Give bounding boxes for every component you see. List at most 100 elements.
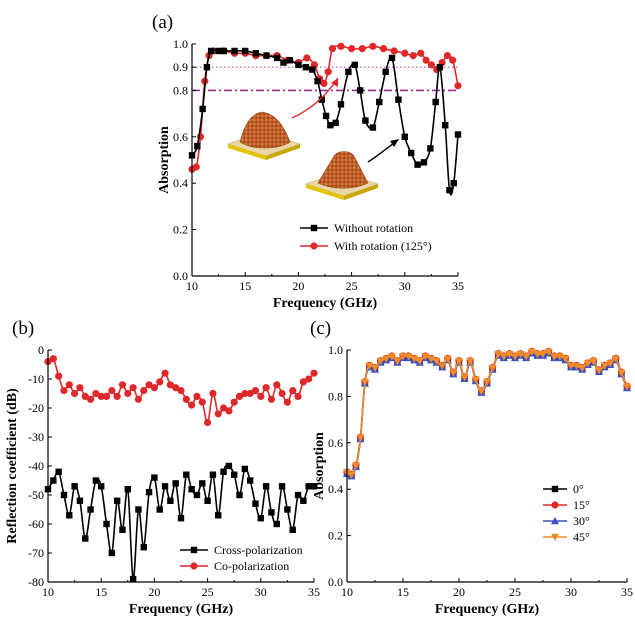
data-point [151,474,158,481]
data-point [332,119,339,127]
data-point [108,549,116,557]
data-point [337,101,345,108]
legend-marker [310,224,318,232]
data-point [203,64,211,71]
data-point [611,355,620,363]
data-point [280,59,287,66]
data-point [231,47,238,55]
data-point [246,389,254,398]
data-point [404,353,413,361]
data-point [466,357,475,366]
data-point [356,434,365,442]
data-point [483,378,491,387]
data-point [263,52,270,59]
data-point [409,52,417,60]
data-point [140,387,148,395]
data-point [76,497,84,504]
y-tick-label: 0.8 [173,83,188,97]
data-point [81,392,89,400]
data-point [66,512,73,519]
substrate-side [344,184,378,200]
data-point [362,117,369,124]
series-Without rotation [188,47,462,196]
data-point [236,491,243,499]
data-point [454,131,462,138]
data-point [113,497,121,504]
data-point [242,47,249,55]
data-point [324,68,332,76]
data-point [417,49,425,57]
data-point [442,122,449,129]
y-tick-label: 1.0 [173,37,188,51]
data-point [438,362,447,370]
y-tick-label: -60 [28,517,44,531]
data-point [327,122,334,129]
data-point [97,392,105,400]
data-point [410,355,419,363]
data-point [369,42,377,50]
data-point [241,389,249,398]
data-point [555,353,564,361]
legend-label: With rotation (125°) [334,239,432,253]
y-tick-label: 0.2 [173,223,188,237]
data-point [273,381,281,389]
data-point [561,355,570,363]
data-point [345,68,352,76]
data-point [204,418,212,427]
data-point [305,483,312,490]
data-point [82,535,89,542]
data-point [124,389,132,398]
data-point [347,471,356,479]
y-axis-label: Absorption [157,126,172,194]
data-point [572,362,581,370]
y-axis-label: Reflection coefficient (dB) [5,388,20,544]
data-point [257,515,264,522]
data-point [623,383,631,391]
data-point [583,360,592,368]
data-point [108,387,116,395]
data-point [177,515,185,522]
data-point [544,348,553,356]
data-point [140,544,147,551]
x-axis-label: Frequency (GHz) [129,602,234,617]
y-axis-label: Absorption [312,432,327,500]
data-point [219,404,228,412]
x-tick-label: 20 [453,585,465,599]
data-point [471,376,480,384]
data-point [395,96,402,103]
y-tick-label: -30 [28,430,44,444]
legend-label: 45° [573,530,590,544]
data-point [369,124,377,131]
data-point [220,468,227,475]
data-point [209,389,217,398]
x-tick-label: 30 [565,585,577,599]
data-point [511,353,519,361]
y-tick-label: -10 [28,372,44,386]
data-point [454,82,462,90]
substrate-side [266,144,300,160]
panel-a: (a) 10 15 20 25 30 35 0.0 0.2 0.4 0.6 0.8 0.9 1.0 Freq… [152,12,464,311]
data-point [214,410,222,418]
data-point [71,389,79,398]
data-point [161,483,169,490]
data-point [188,401,196,409]
data-point [310,483,318,490]
panel-label: (a) [152,12,173,33]
data-point [617,369,626,377]
data-point [92,389,100,398]
legend-label: 0° [573,482,584,496]
data-point [522,353,531,361]
data-point [322,112,330,120]
data-point [450,180,457,187]
data-point [446,186,453,194]
data-point [215,512,222,519]
y-tick-label: 0.4 [328,482,343,496]
y-tick-label: 0.0 [328,575,343,589]
legend: Cross-polarization Co-polarization [180,543,303,573]
data-point [262,483,270,490]
data-point [289,526,296,533]
data-point [183,471,190,478]
data-point [124,486,131,493]
data-point [156,506,163,513]
data-point [207,47,215,55]
